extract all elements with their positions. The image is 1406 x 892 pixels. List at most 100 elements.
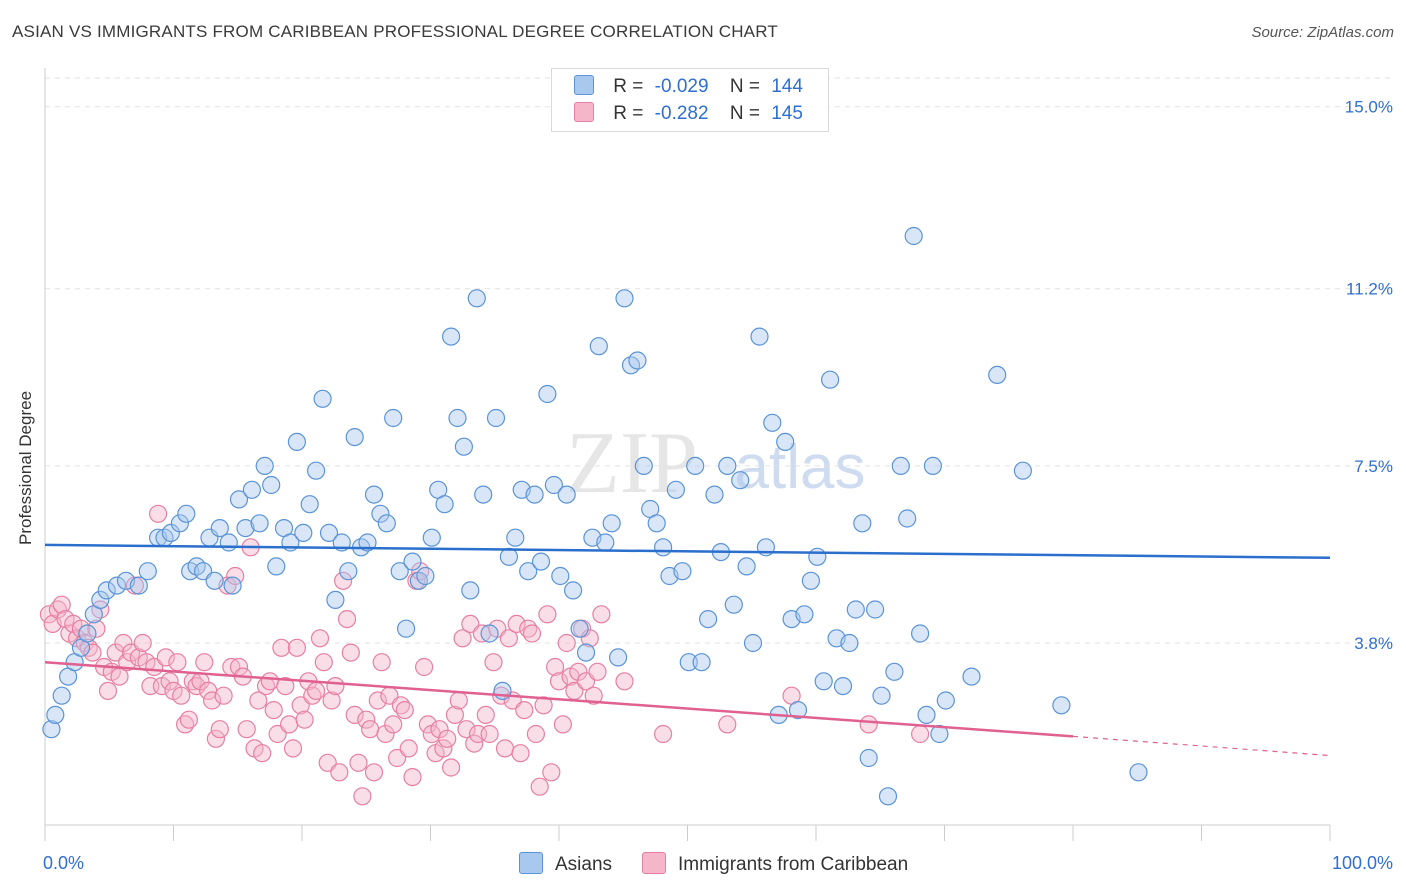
r-label: R =	[613, 103, 644, 124]
asian-point	[692, 653, 711, 672]
asian-point	[210, 518, 229, 538]
caribbean-point	[653, 724, 673, 744]
asian-point	[795, 605, 814, 624]
asian-point	[205, 571, 224, 590]
caribbean-point	[314, 653, 333, 672]
asian-point	[416, 566, 435, 586]
asian-point	[345, 428, 364, 447]
asian-point	[1129, 763, 1148, 782]
caribbean-point	[357, 710, 376, 729]
caribbean-point	[334, 571, 353, 590]
caribbean-point	[260, 672, 279, 691]
asian-point	[833, 676, 853, 696]
caribbean-point	[52, 595, 71, 614]
asian-point	[307, 461, 326, 480]
y-tick-label: 15.0%	[1345, 98, 1393, 117]
caribbean-point	[114, 633, 133, 653]
caribbean-swatch-icon	[574, 102, 594, 122]
asian-point	[364, 485, 384, 504]
caribbean-point	[522, 624, 542, 643]
caribbean-point	[445, 705, 464, 725]
r-value: -0.282	[654, 103, 709, 124]
caribbean-point	[206, 729, 225, 748]
asian-point	[750, 327, 769, 346]
asian-point	[397, 619, 416, 638]
asian-point	[461, 581, 480, 600]
asian-point	[923, 456, 943, 475]
asian-point	[384, 408, 403, 428]
asian-point	[287, 432, 306, 451]
asian-point	[403, 552, 422, 571]
asian-point	[576, 643, 596, 662]
legend-item-caribbean[interactable]: Immigrants from Caribbean	[642, 852, 908, 876]
caribbean-point	[214, 686, 233, 705]
x-tick-label: 0.0%	[43, 853, 84, 873]
asian-point	[519, 562, 538, 581]
n-label: N =	[729, 76, 760, 97]
caribbean-point	[168, 653, 187, 672]
asian-point	[557, 485, 576, 504]
asian-point	[538, 384, 557, 404]
caribbean-point	[353, 787, 372, 806]
caribbean-point	[430, 720, 449, 739]
caribbean-point	[399, 739, 418, 758]
asian-point	[885, 662, 904, 681]
r-value: -0.029	[654, 76, 709, 97]
asian-point	[698, 609, 718, 629]
caribbean-point	[542, 763, 561, 782]
caribbean-point	[859, 715, 878, 734]
asian-point	[255, 456, 274, 475]
caribbean-point	[330, 763, 349, 782]
asian-point	[422, 528, 441, 547]
asian-point	[177, 504, 196, 523]
caribbean-point	[361, 720, 380, 739]
asian-point	[236, 518, 255, 538]
caribbean-point	[98, 681, 118, 701]
legend-asians-label: Asians	[555, 854, 613, 875]
asian-point	[679, 653, 698, 672]
caribbean-point	[549, 672, 569, 691]
asian-point	[129, 576, 148, 595]
caribbean-point	[418, 715, 437, 734]
n-label: N =	[729, 103, 760, 124]
asian-point	[808, 547, 827, 566]
asian-legend-icon	[519, 852, 543, 874]
asian-point	[313, 389, 332, 408]
asian-point	[743, 633, 763, 653]
asian-point	[731, 471, 750, 490]
asian-point	[97, 581, 116, 600]
caribbean-point	[372, 653, 391, 672]
caribbean-trendline	[44, 660, 1074, 738]
x-tick-label: 100.0%	[1332, 853, 1393, 873]
asian-point	[486, 408, 506, 428]
caribbean-point	[499, 629, 518, 648]
asian-point	[962, 667, 981, 686]
caribbean-point	[457, 720, 476, 739]
caribbean-point	[476, 705, 495, 725]
stats-legend: R = -0.029 N = 144 R = -0.282 N = 145	[551, 68, 829, 132]
n-value: 145	[771, 103, 803, 124]
asian-point	[525, 485, 544, 504]
n-value: 144	[771, 76, 803, 97]
asian-point	[371, 504, 390, 523]
caribbean-point	[272, 638, 291, 657]
asian-point	[339, 562, 358, 581]
r-label: R =	[613, 76, 644, 97]
asian-point	[763, 413, 782, 432]
asian-point	[42, 720, 61, 739]
asian-point	[988, 365, 1007, 384]
asian-point	[229, 490, 249, 509]
asian-point	[551, 566, 570, 586]
caribbean-point	[149, 504, 168, 523]
asian-point	[544, 475, 564, 495]
caribbean-point	[253, 744, 272, 763]
asian-point	[686, 456, 705, 475]
legend-item-asians[interactable]: Asians	[519, 852, 612, 876]
caribbean-point	[453, 629, 472, 648]
asian-point	[300, 495, 319, 514]
caribbean-point	[569, 662, 588, 681]
watermark-atlas: atlas	[735, 433, 866, 502]
caribbean-point	[83, 643, 102, 662]
caribbean-point	[442, 758, 461, 777]
